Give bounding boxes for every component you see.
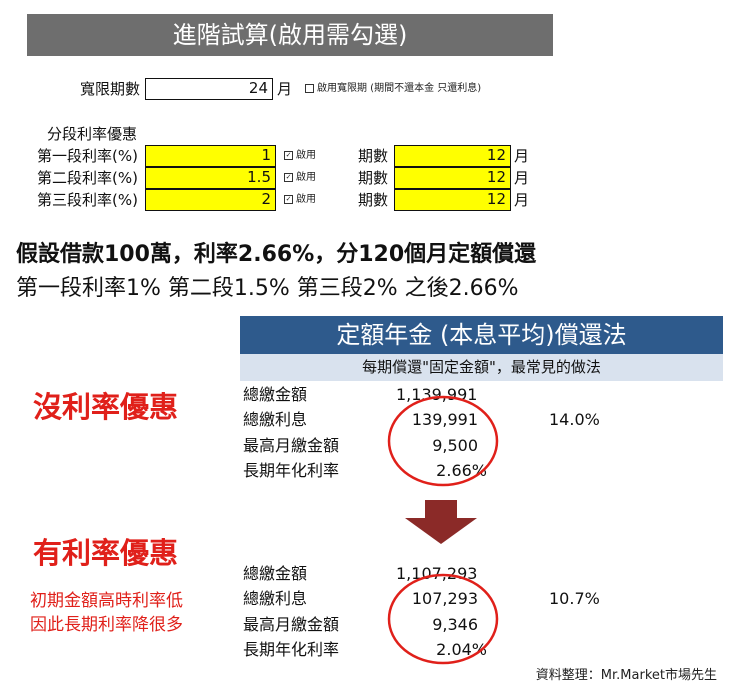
grace-option-label: 啟用寬限期 (期間不還本金 只還利息): [317, 83, 482, 94]
tier-2-rate-input[interactable]: 1.5: [145, 167, 276, 189]
source-credit: 資料整理：Mr.Market市場先生: [535, 668, 717, 683]
tier-2-label: 第二段利率(%): [37, 169, 138, 187]
tier-1-checkbox[interactable]: ✓: [284, 150, 293, 160]
grace-option[interactable]: 啟用寬限期 (期間不還本金 只還利息): [305, 82, 481, 96]
method-subtitle: 每期償還"固定金額"，最常見的做法: [240, 354, 723, 381]
no-discount-row-percent: 14.0%: [549, 410, 600, 429]
tier-2-unit: 月: [514, 169, 530, 187]
tier-1-period-label: 期數: [358, 147, 389, 165]
with-discount-row-label: 總繳利息: [243, 589, 308, 608]
tier-3-unit: 月: [514, 191, 530, 209]
tier-2-checkbox[interactable]: ✓: [284, 172, 293, 182]
grace-input[interactable]: 24: [145, 78, 273, 100]
grace-checkbox[interactable]: [305, 83, 314, 93]
with-discount-row-value: 9,346: [432, 615, 478, 634]
tier-3-period-label: 期數: [358, 191, 389, 209]
tier-3-enable[interactable]: ✓ 啟用: [284, 193, 316, 207]
tier-2-period-label: 期數: [358, 169, 389, 187]
down-arrow-icon: [405, 500, 477, 544]
with-discount-row-value: 1,107,293: [396, 564, 478, 583]
headline-assumption: 假設借款100萬，利率2.66%，分120個月定額償還: [16, 242, 537, 267]
page-title: 進階試算(啟用需勾選): [27, 14, 553, 56]
no-discount-row-value: 139,991: [411, 410, 478, 429]
tier-3-periods-input[interactable]: 12: [394, 189, 511, 211]
tier-3-enable-label: 啟用: [296, 194, 316, 205]
highlight-circle: [387, 395, 499, 487]
with-discount-row-label: 最高月繳金額: [243, 615, 340, 634]
no-discount-heading: 沒利率優惠: [33, 390, 179, 424]
with-discount-note-1: 初期金額高時利率低: [30, 591, 183, 611]
tier-1-rate-input[interactable]: 1: [145, 145, 276, 167]
no-discount-row-value: 9,500: [432, 436, 478, 455]
tier-2-enable-label: 啟用: [296, 172, 316, 183]
method-title: 定額年金 (本息平均)償還法: [240, 316, 723, 354]
no-discount-row-label: 最高月繳金額: [243, 436, 340, 455]
no-discount-row-label: 總繳利息: [243, 410, 308, 429]
no-discount-row-label: 總繳金額: [243, 385, 308, 404]
grace-label: 寬限期數: [80, 80, 141, 98]
tier-1-periods-input[interactable]: 12: [394, 145, 511, 167]
highlight-circle: [387, 573, 499, 665]
with-discount-note-2: 因此長期利率降很多: [30, 615, 183, 635]
tier-1-unit: 月: [514, 147, 530, 165]
tier-1-enable-label: 啟用: [296, 150, 316, 161]
tier-3-checkbox[interactable]: ✓: [284, 194, 293, 204]
tier-1-label: 第一段利率(%): [37, 147, 138, 165]
tier-3-label: 第三段利率(%): [37, 191, 138, 209]
tier-2-enable[interactable]: ✓ 啟用: [284, 171, 316, 185]
with-discount-row-label: 長期年化利率: [243, 640, 340, 659]
tier-1-enable[interactable]: ✓ 啟用: [284, 149, 316, 163]
with-discount-heading: 有利率優惠: [33, 536, 179, 570]
with-discount-row-value: 107,293: [411, 589, 478, 608]
headline-tiers: 第一段利率1% 第二段1.5% 第三段2% 之後2.66%: [16, 276, 519, 301]
with-discount-row-label: 總繳金額: [243, 564, 308, 583]
with-discount-row-percent: 10.7%: [549, 589, 600, 608]
tier-3-rate-input[interactable]: 2: [145, 189, 276, 211]
grace-unit: 月: [277, 80, 293, 98]
no-discount-row-label: 長期年化利率: [243, 461, 340, 480]
tier-2-periods-input[interactable]: 12: [394, 167, 511, 189]
no-discount-row-value: 2.66%: [436, 461, 487, 480]
tiers-section-label: 分段利率優惠: [47, 125, 138, 143]
